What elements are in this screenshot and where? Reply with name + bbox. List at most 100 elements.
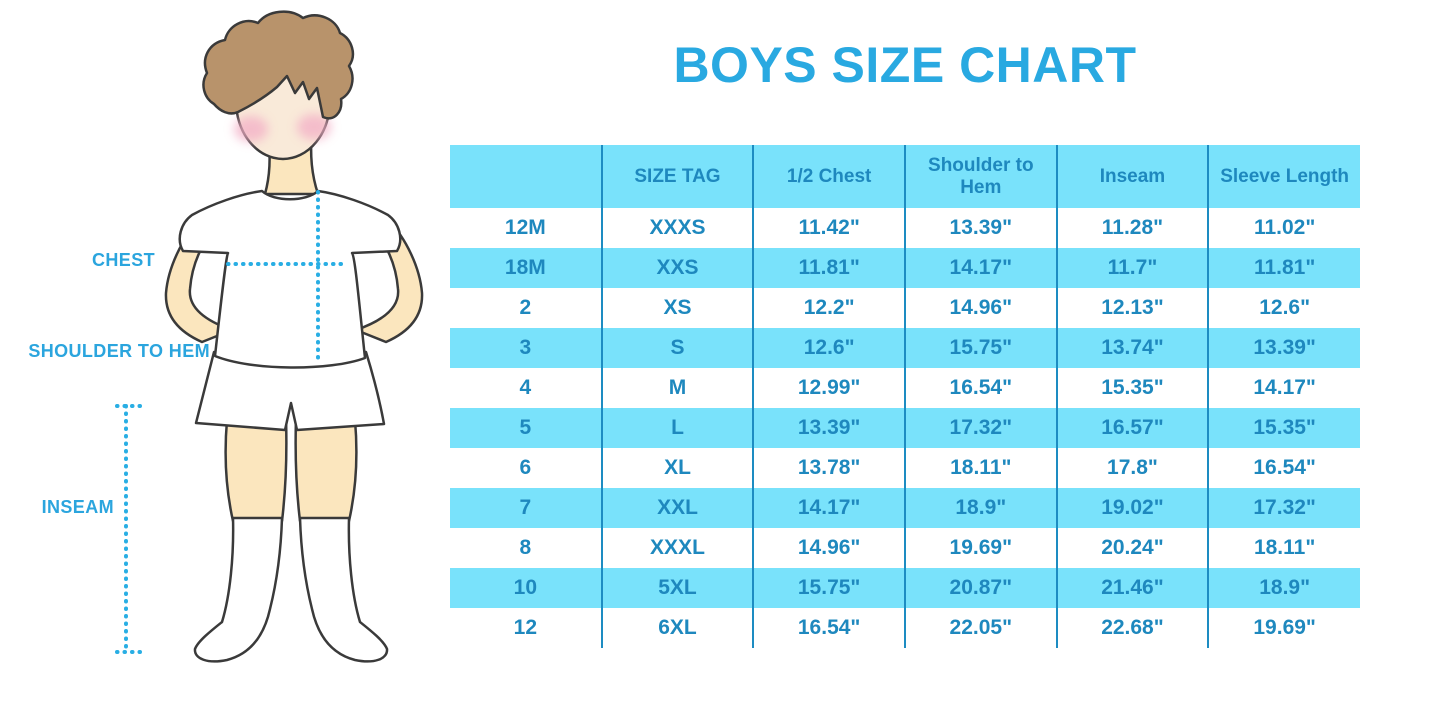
measurement-cell: XXXS (601, 208, 755, 248)
measurement-cell: 18.9" (904, 488, 1058, 528)
measurement-cell: 17.32" (1208, 488, 1360, 528)
measurement-cell: 11.02" (1208, 208, 1360, 248)
table-row: 12 6XL 16.54" 22.05" 22.68" 19.69" (450, 608, 1360, 648)
size-table-container: SIZE TAG 1/2 Chest Shoulder to Hem Inseam Sl… (450, 145, 1360, 648)
measurement-cell: 20.87" (904, 568, 1058, 608)
cheek-left-blush (234, 116, 268, 142)
measurement-cell: 15.35" (1208, 408, 1360, 448)
measurement-cell: 14.17" (753, 488, 906, 528)
t-shirt (178, 189, 402, 369)
boy-measurement-figure: CHEST SHOULDER TO HEM INSEAM (0, 0, 450, 723)
boy-illustration (115, 10, 424, 663)
measurement-cell: 16.54" (904, 368, 1058, 408)
measurement-cell: 6XL (601, 608, 755, 648)
column-header: SIZE TAG (601, 145, 755, 208)
shoulder-to-hem-label: SHOULDER TO HEM (28, 341, 210, 361)
measurement-cell: XL (601, 448, 755, 488)
table-row: 10 5XL 15.75" 20.87" 21.46" 18.9" (450, 568, 1360, 608)
measurement-cell: XS (601, 288, 755, 328)
arm-right (354, 218, 424, 344)
measurement-cell: 18.11" (904, 448, 1058, 488)
size-cell: 12 (450, 608, 603, 648)
table-row: 7 XXL 14.17" 18.9" 19.02" 17.32" (450, 488, 1360, 528)
table-row: 18M XXS 11.81" 14.17" 11.7" 11.81" (450, 248, 1360, 288)
measurement-cell: 19.69" (1208, 608, 1360, 648)
size-table: SIZE TAG 1/2 Chest Shoulder to Hem Inseam Sl… (450, 145, 1360, 648)
table-row: 2 XS 12.2" 14.96" 12.13" 12.6" (450, 288, 1360, 328)
measurement-cell: 12.99" (753, 368, 906, 408)
measurement-cell: 19.69" (904, 528, 1058, 568)
measurement-cell: 14.17" (904, 248, 1058, 288)
measurement-cell: 21.46" (1056, 568, 1210, 608)
measurement-cell: 12.6" (1208, 288, 1360, 328)
measurement-cell: 5XL (601, 568, 755, 608)
measurement-cell: 22.68" (1056, 608, 1210, 648)
size-table-header-row: SIZE TAG 1/2 Chest Shoulder to Hem Inseam Sl… (450, 145, 1360, 208)
measurement-cell: 16.57" (1056, 408, 1210, 448)
measurement-cell: 17.8" (1056, 448, 1210, 488)
measurement-cell: XXXL (601, 528, 755, 568)
cheek-right-blush (297, 114, 331, 140)
size-cell: 6 (450, 448, 603, 488)
sock-right (298, 516, 389, 663)
size-cell: 7 (450, 488, 603, 528)
measurement-cell: 13.78" (753, 448, 906, 488)
size-cell: 4 (450, 368, 603, 408)
size-table-body: 12M XXXS 11.42" 13.39" 11.28" 11.02" 18M XXS 11.… (450, 208, 1360, 648)
measurement-cell: 15.75" (904, 328, 1058, 368)
shorts (194, 350, 386, 432)
measurement-cell: 12.13" (1056, 288, 1210, 328)
table-row: 6 XL 13.78" 18.11" 17.8" 16.54" (450, 448, 1360, 488)
measurement-cell: 11.81" (1208, 248, 1360, 288)
measurement-cell: 13.39" (1208, 328, 1360, 368)
table-row: 12M XXXS 11.42" 13.39" 11.28" 11.02" (450, 208, 1360, 248)
measurement-cell: M (601, 368, 755, 408)
measurement-cell: 11.7" (1056, 248, 1210, 288)
measurement-cell: 11.28" (1056, 208, 1210, 248)
measurement-cell: 12.2" (753, 288, 906, 328)
size-cell: 12M (450, 208, 603, 248)
measurement-cell: 20.24" (1056, 528, 1210, 568)
size-cell: 18M (450, 248, 603, 288)
table-row: 5 L 13.39" 17.32" 16.57" 15.35" (450, 408, 1360, 448)
chest-label: CHEST (91, 250, 155, 270)
measurement-cell: S (601, 328, 755, 368)
column-header: Shoulder to Hem (904, 145, 1058, 208)
measurement-cell: L (601, 408, 755, 448)
measurement-cell: 15.35" (1056, 368, 1210, 408)
measurement-cell: 18.11" (1208, 528, 1360, 568)
table-row: 8 XXXL 14.96" 19.69" 20.24" 18.11" (450, 528, 1360, 568)
hair (202, 10, 355, 120)
leg-right (294, 416, 358, 523)
measurement-cell: XXL (601, 488, 755, 528)
column-header: 1/2 Chest (753, 145, 906, 208)
table-row: 3 S 12.6" 15.75" 13.74" 13.39" (450, 328, 1360, 368)
page-title: BOYS SIZE CHART (673, 37, 1137, 93)
column-header: Sleeve Length (1208, 145, 1360, 208)
measurement-cell: XXS (601, 248, 755, 288)
measurement-cell: 15.75" (753, 568, 906, 608)
measurement-cell: 13.39" (753, 408, 906, 448)
column-header (450, 145, 603, 208)
measurement-cell: 19.02" (1056, 488, 1210, 528)
size-cell: 3 (450, 328, 603, 368)
measurement-cell: 14.17" (1208, 368, 1360, 408)
inseam-label: INSEAM (41, 497, 114, 517)
measurement-cell: 16.54" (753, 608, 906, 648)
measurement-cell: 16.54" (1208, 448, 1360, 488)
size-cell: 2 (450, 288, 603, 328)
size-cell: 10 (450, 568, 603, 608)
measurement-cell: 14.96" (904, 288, 1058, 328)
measurement-cell: 14.96" (753, 528, 906, 568)
sock-left (193, 516, 284, 663)
measurement-cell: 17.32" (904, 408, 1058, 448)
column-header: Inseam (1056, 145, 1210, 208)
measurement-cell: 11.81" (753, 248, 906, 288)
measurement-cell: 13.39" (904, 208, 1058, 248)
leg-left (224, 416, 288, 523)
measurement-cell: 12.6" (753, 328, 906, 368)
measurement-cell: 11.42" (753, 208, 906, 248)
measurement-cell: 13.74" (1056, 328, 1210, 368)
size-cell: 5 (450, 408, 603, 448)
